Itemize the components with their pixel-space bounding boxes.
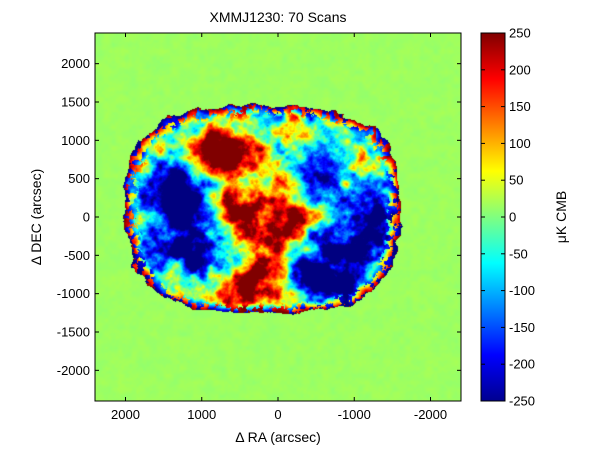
x-tick-label: -2000: [414, 407, 447, 422]
colorbar-tick-label: 50: [509, 173, 523, 188]
colorbar-tick-label: 200: [509, 62, 531, 77]
y-tick-label: -1500: [57, 325, 90, 340]
y-tick-label: 1000: [61, 133, 90, 148]
colorbar-axis: 250 200 150 100 50 0 -50 -100 -150 -200 -250: [481, 26, 535, 409]
colorbar-tick-label: 100: [509, 136, 531, 151]
colorbar-label: μK CMB: [553, 191, 569, 243]
y-axis-label: Δ DEC (arcsec): [28, 169, 44, 265]
chart-title: XMMJ1230: 70 Scans: [210, 9, 347, 25]
y-tick-label: 0: [83, 210, 90, 225]
x-tick-label: 2000: [111, 407, 140, 422]
colorbar-tick-label: 0: [509, 210, 516, 225]
colorbar-tick-label: -150: [509, 320, 535, 335]
y-tick-label: -1000: [57, 286, 90, 301]
x-tick-label: 1000: [187, 407, 216, 422]
colorbar-tick-label: -50: [509, 246, 528, 261]
x-tick-label: 0: [274, 407, 281, 422]
colorbar-tick-label: 150: [509, 99, 531, 114]
colorbar-tick-label: -250: [509, 394, 535, 409]
colorbar-tick-label: -200: [509, 357, 535, 372]
x-axis-label: Δ RA (arcsec): [235, 429, 321, 445]
y-axis: 2000 1500 1000 500 0 -500 -1000 -1500 -2000: [57, 56, 461, 378]
y-tick-label: -500: [64, 248, 90, 263]
y-tick-label: 1500: [61, 95, 90, 110]
colorbar-tick-label: -100: [509, 283, 535, 298]
y-tick-label: -2000: [57, 363, 90, 378]
colorbar-tick-label: 250: [509, 26, 531, 41]
x-axis: 2000 1000 0 -1000 -2000: [111, 33, 447, 422]
y-tick-label: 2000: [61, 56, 90, 71]
y-tick-label: 500: [68, 171, 90, 186]
x-tick-label: -1000: [338, 407, 371, 422]
heatmap-image: [95, 33, 461, 401]
